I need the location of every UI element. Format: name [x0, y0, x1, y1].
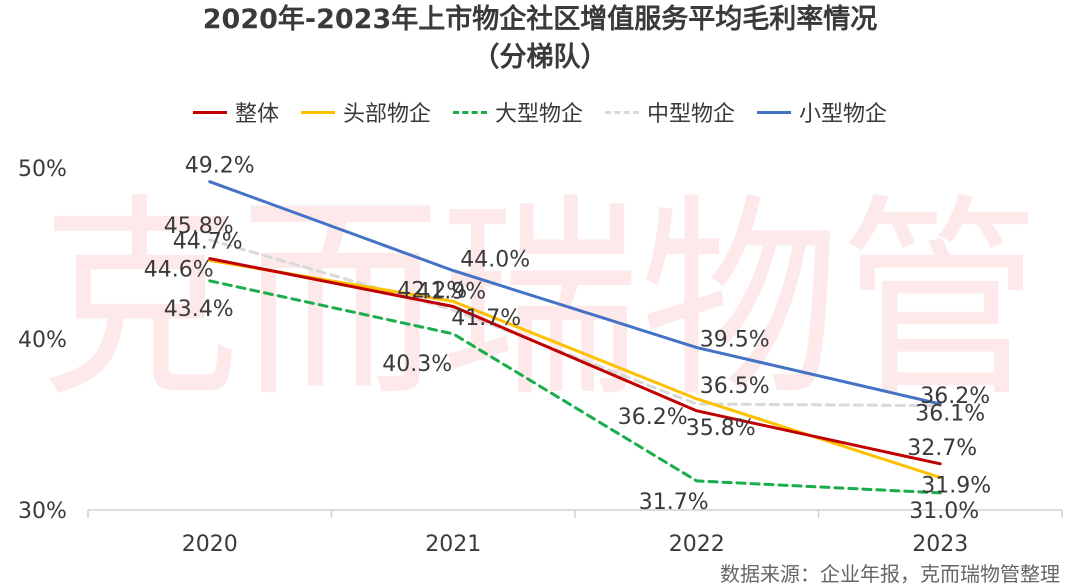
data-label: 40.3% — [382, 352, 452, 377]
data-label: 36.1% — [915, 402, 985, 427]
legend-label: 整体 — [234, 102, 279, 127]
data-label: 41.7% — [451, 306, 521, 331]
legend-label: 大型物企 — [494, 102, 583, 127]
watermark: 克而瑞物管 — [40, 175, 1040, 426]
data-label: 32.7% — [907, 436, 977, 461]
legend-swatch — [452, 110, 487, 114]
x-tick-label: 2022 — [669, 532, 725, 557]
data-label: 43.4% — [164, 297, 234, 322]
legend-label: 头部物企 — [342, 102, 431, 127]
legend-swatch — [192, 110, 227, 114]
y-tick-label: 30% — [18, 499, 67, 524]
data-label: 44.7% — [173, 230, 243, 255]
data-label: 44.0% — [460, 248, 530, 273]
series-line-2 — [208, 279, 942, 495]
legend-swatch — [300, 110, 335, 114]
data-label: 39.5% — [700, 328, 770, 353]
y-tick-label: 50% — [18, 157, 67, 182]
series-lines — [208, 180, 942, 495]
data-label: 31.0% — [909, 499, 979, 524]
data-label: 45.8% — [164, 214, 234, 239]
data-label: 42.2% — [397, 278, 467, 303]
chart-subtitle: （分梯队） — [472, 42, 608, 73]
data-label: 36.2% — [618, 405, 688, 430]
legend-label: 小型物企 — [799, 102, 888, 127]
y-tick-label: 40% — [18, 328, 67, 353]
data-label: 41.9% — [416, 280, 486, 305]
data-label: 35.8% — [686, 416, 756, 441]
data-label: 36.2% — [920, 384, 990, 409]
data-label: 44.6% — [144, 257, 214, 282]
data-label: 31.7% — [639, 490, 709, 515]
legend-item-2: 大型物企 — [452, 96, 583, 128]
data-label: 31.9% — [921, 474, 991, 499]
data-labels: 44.7% 41.9% 35.8% 32.7% 44.6% 42.2% 36.5% 31.9%… — [144, 154, 991, 524]
data-label: 49.2% — [185, 154, 255, 179]
data-label: 36.5% — [700, 374, 770, 399]
x-tick-label: 2023 — [912, 532, 968, 557]
legend-item-3: 中型物企 — [605, 96, 735, 128]
source-note: 数据来源：企业年报，克而瑞物管整理 — [720, 562, 1060, 586]
series-line-4 — [208, 180, 942, 406]
chart-title: 2020年-2023年上市物企社区增值服务平均毛利率情况 — [202, 4, 878, 35]
legend-item-0: 整体 — [192, 96, 279, 128]
axes: 2020 2021 2022 2023 30% 40% 50% — [18, 157, 1063, 557]
legend-swatch — [757, 110, 792, 114]
legend-item-4: 小型物企 — [757, 96, 887, 128]
x-tick-label: 2021 — [425, 532, 481, 557]
legend: 整体 头部物企 大型物企 中型物企 小型物企 — [0, 94, 1080, 130]
x-tick-label: 2020 — [182, 532, 238, 557]
legend-label: 中型物企 — [647, 102, 736, 127]
series-line-3 — [208, 238, 942, 408]
legend-item-1: 头部物企 — [300, 96, 431, 128]
legend-swatch — [605, 110, 639, 114]
series-line-0 — [208, 257, 942, 466]
